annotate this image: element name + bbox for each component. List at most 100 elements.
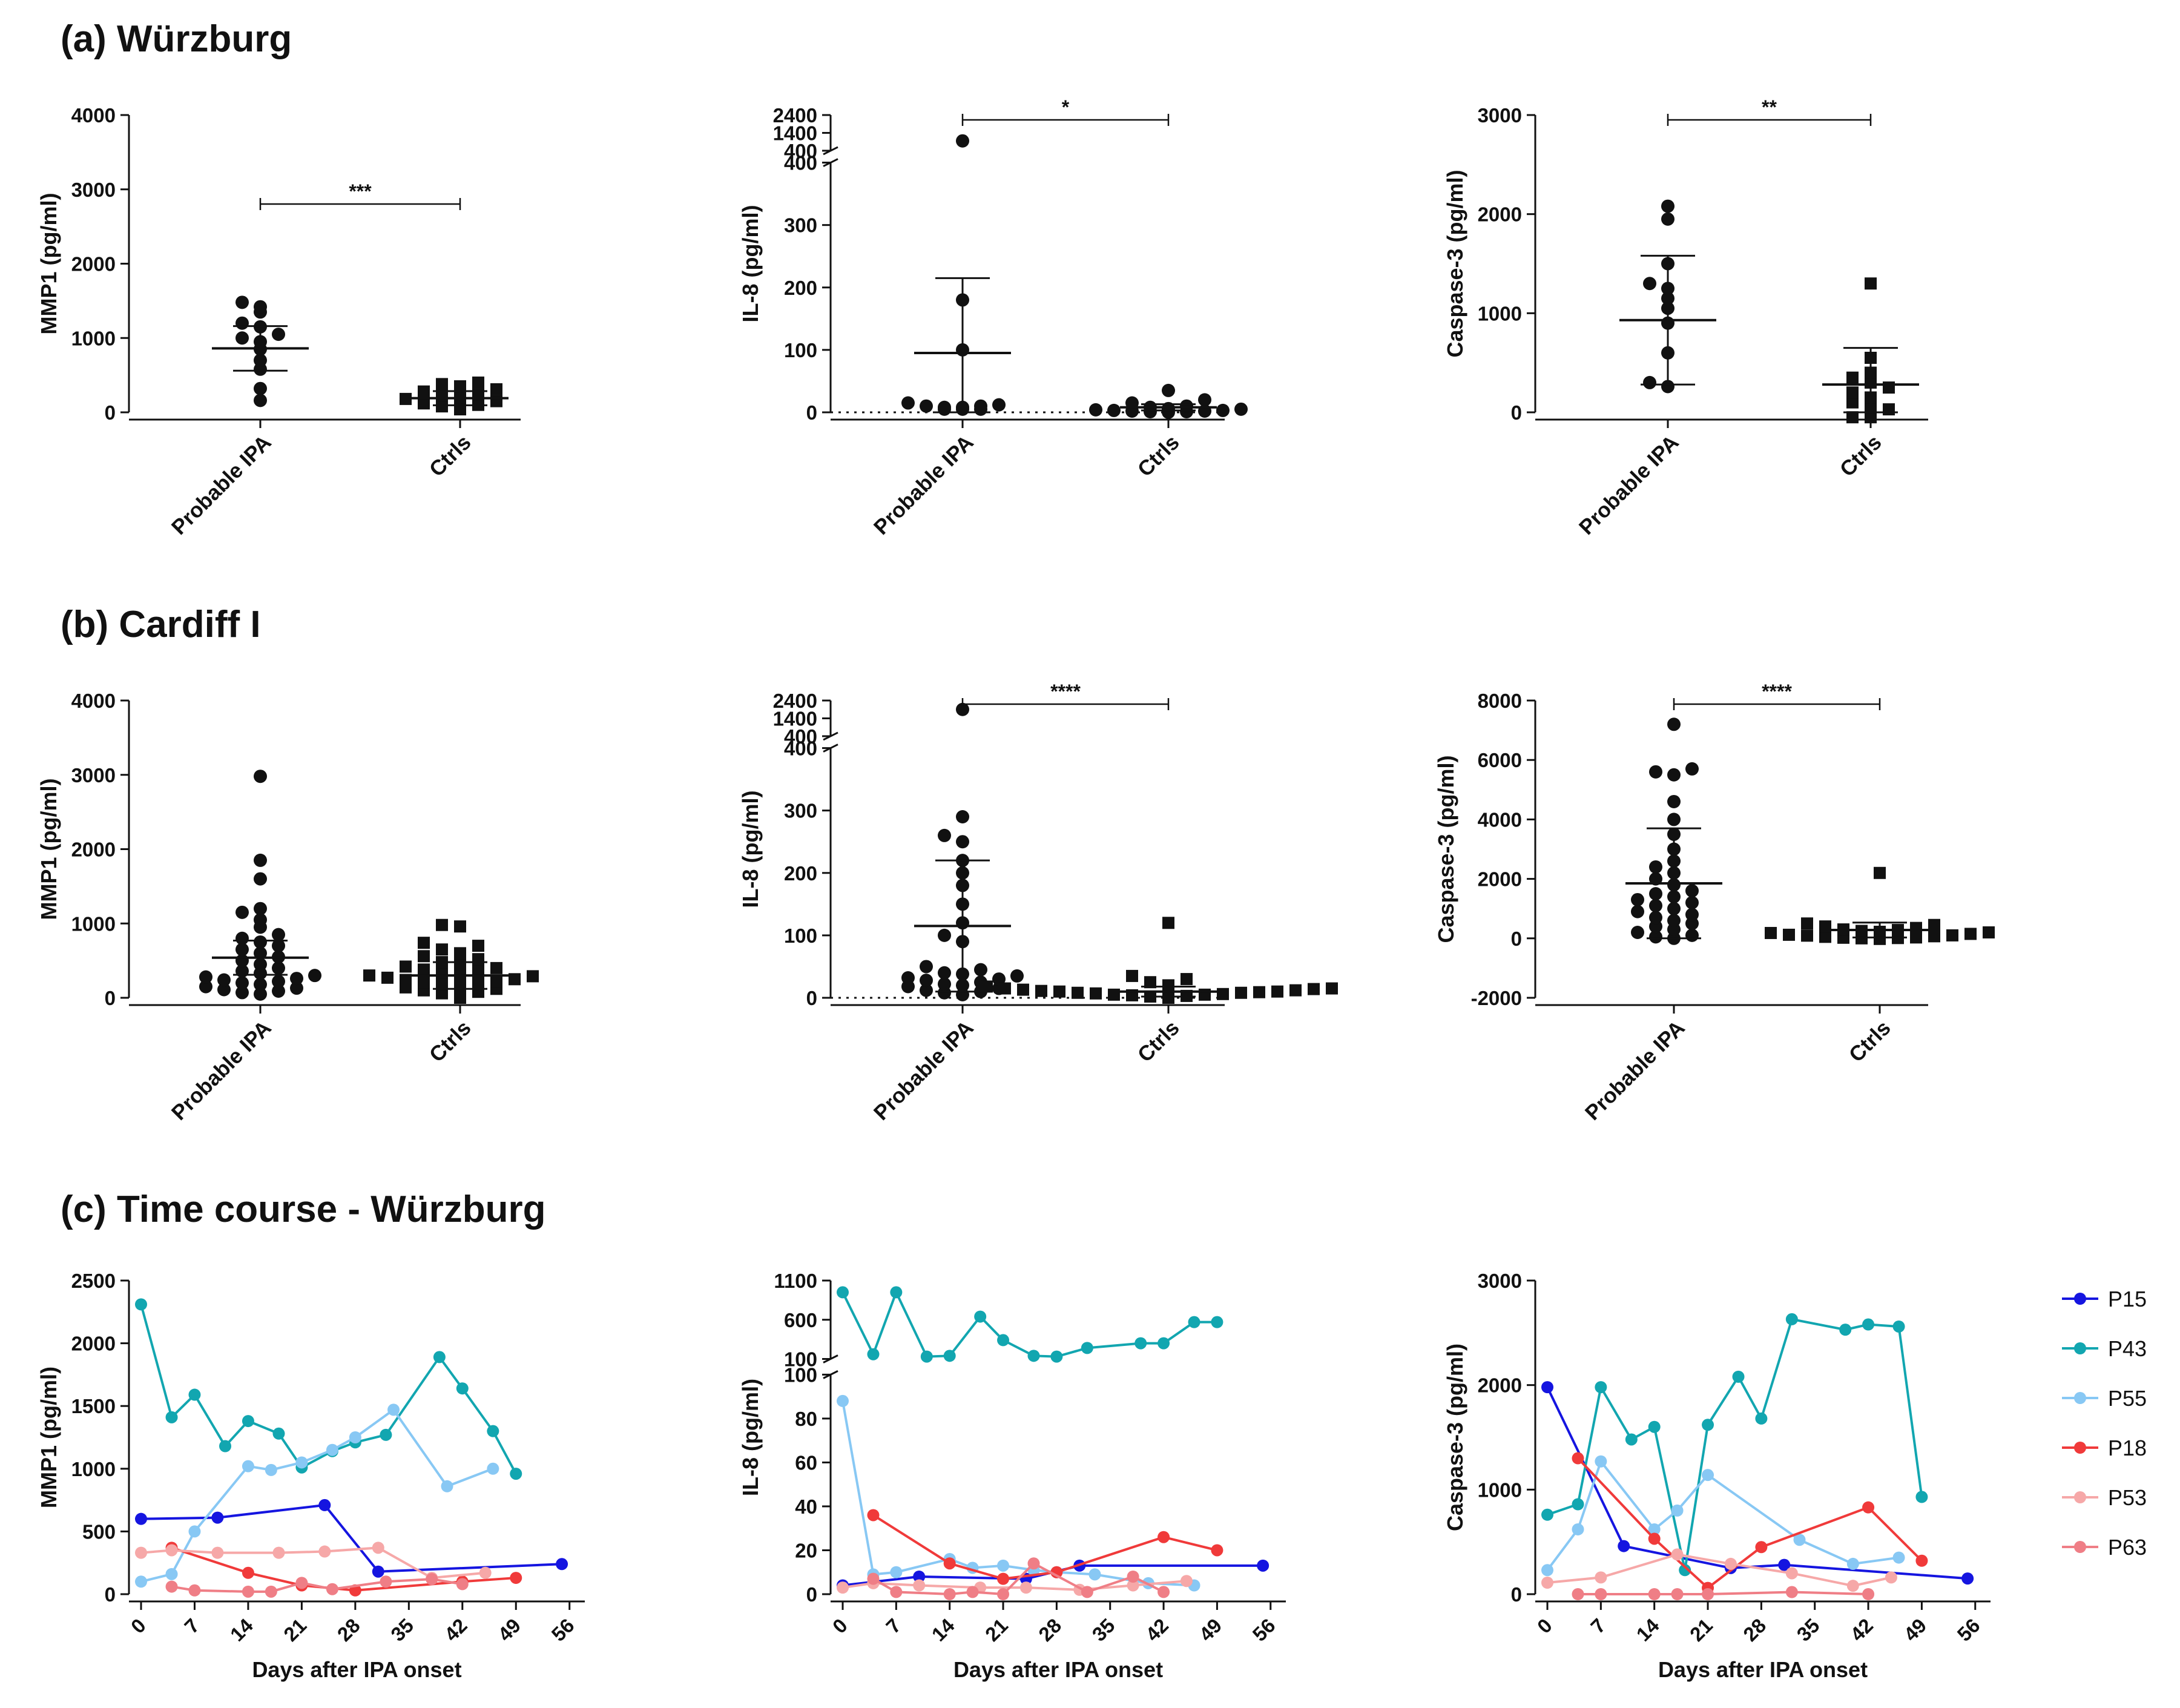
data-point: [1126, 969, 1138, 982]
y-tick-label: 4000: [71, 104, 116, 127]
data-point: [999, 982, 1011, 995]
data-point: [235, 295, 249, 309]
significance-label: ****: [1050, 681, 1081, 702]
data-point-P15: [318, 1499, 331, 1511]
x-tick-label: 49: [1899, 1614, 1931, 1646]
data-point-P63: [1127, 1570, 1139, 1583]
y-tick-label: 0: [105, 1583, 116, 1606]
y-tick-label: 1000: [1478, 1479, 1522, 1501]
legend-label-P15: P15: [2108, 1287, 2147, 1311]
data-point: [290, 981, 303, 995]
data-point-P43: [1134, 1337, 1147, 1350]
data-point-P53: [1019, 1581, 1032, 1594]
data-point: [1846, 396, 1859, 409]
data-point: [1643, 375, 1656, 389]
category-label: Probable IPA: [869, 1016, 978, 1125]
data-point: [920, 960, 933, 974]
data-point: [272, 961, 285, 975]
data-point: [1162, 383, 1175, 397]
data-point-P43: [1595, 1381, 1607, 1394]
data-point-P53: [1127, 1579, 1139, 1592]
data-point-P55: [1793, 1534, 1806, 1546]
y-tick-label: 3000: [71, 764, 116, 786]
x-tick-label: 14: [1632, 1614, 1664, 1646]
category-label: Ctrls: [1133, 1016, 1184, 1067]
y-tick-label: 20: [795, 1539, 817, 1561]
data-point-P43: [943, 1350, 956, 1362]
data-point-P43: [188, 1388, 201, 1401]
data-point-P55: [242, 1460, 254, 1472]
data-point: [1910, 931, 1922, 944]
data-point-P43: [1862, 1318, 1875, 1331]
data-point: [217, 973, 231, 987]
data-point: [1198, 393, 1211, 407]
y-tick-label: 400: [784, 152, 817, 174]
data-point-P63: [1027, 1557, 1040, 1570]
data-point-P63: [265, 1585, 277, 1598]
data-point-P15: [372, 1565, 384, 1578]
data-point: [235, 905, 249, 919]
data-point-P55: [135, 1575, 147, 1588]
data-point-P18: [943, 1557, 956, 1570]
data-point: [272, 928, 285, 941]
data-point-P53: [272, 1546, 285, 1559]
data-point-P55: [188, 1525, 201, 1538]
x-tick-label: 35: [1793, 1614, 1824, 1646]
data-point: [1685, 762, 1699, 776]
data-point-P53: [1541, 1577, 1553, 1589]
data-point-P55: [1702, 1469, 1714, 1482]
data-point-P43: [997, 1334, 1010, 1347]
data-point: [436, 918, 448, 931]
data-point-P43: [1648, 1420, 1661, 1433]
data-point-P63: [242, 1585, 254, 1598]
data-point: [254, 987, 267, 1001]
y-axis-label: MMP1 (pg/ml): [36, 779, 61, 920]
data-point: [938, 977, 951, 991]
data-point-P43: [1732, 1370, 1745, 1383]
data-point: [1846, 371, 1859, 384]
data-point-P55: [1648, 1523, 1661, 1535]
data-point-P43: [1892, 1320, 1905, 1333]
data-point-P43: [1158, 1337, 1170, 1350]
data-point: [1783, 928, 1795, 941]
data-point: [418, 963, 430, 976]
legend-marker-P55: [2074, 1392, 2086, 1404]
category-label: Probable IPA: [1575, 430, 1684, 539]
data-point-P43: [456, 1382, 469, 1395]
y-axis-label: MMP1 (pg/ml): [36, 193, 61, 335]
data-point: [272, 974, 285, 988]
data-point: [1162, 979, 1174, 992]
data-point-P55: [487, 1462, 499, 1475]
y-tick-label: 8000: [1478, 690, 1522, 712]
data-point-P18: [510, 1572, 522, 1584]
data-point: [254, 902, 267, 915]
series-line-P53: [140, 1546, 486, 1580]
series-line-P55: [841, 1400, 1194, 1587]
y-tick-label: 2000: [71, 253, 116, 275]
x-tick-label: 42: [1141, 1614, 1173, 1646]
data-point: [1661, 380, 1675, 394]
data-point-P43: [135, 1298, 147, 1311]
data-point: [1107, 403, 1121, 417]
charts-layer: 0 1000 2000 3000 4000 MMP1 (pg/ml) Probable IP…: [36, 96, 1995, 1682]
data-point-P18: [867, 1509, 880, 1522]
data-point: [1685, 884, 1699, 898]
data-point-P63: [1158, 1586, 1170, 1598]
data-point-P18: [1755, 1541, 1768, 1554]
y-tick-label: 400: [784, 725, 817, 748]
data-point: [1053, 985, 1065, 998]
data-point: [920, 983, 933, 997]
data-point: [472, 953, 484, 966]
y-tick-label: 100: [784, 925, 817, 947]
x-tick-label: 7: [1586, 1614, 1610, 1638]
y-axis-label: Caspase-3 (pg/ml): [1434, 755, 1458, 943]
data-point-P43: [1211, 1316, 1223, 1328]
y-tick-label: 1400: [773, 707, 817, 730]
data-point-P18: [1862, 1501, 1875, 1514]
data-point-P15: [211, 1511, 224, 1524]
legend-marker-P18: [2074, 1442, 2086, 1454]
data-point-P43: [165, 1411, 178, 1423]
chart-a1: 0 1000 2000 3000 4000 MMP1 (pg/ml) Probable IP…: [36, 104, 521, 539]
